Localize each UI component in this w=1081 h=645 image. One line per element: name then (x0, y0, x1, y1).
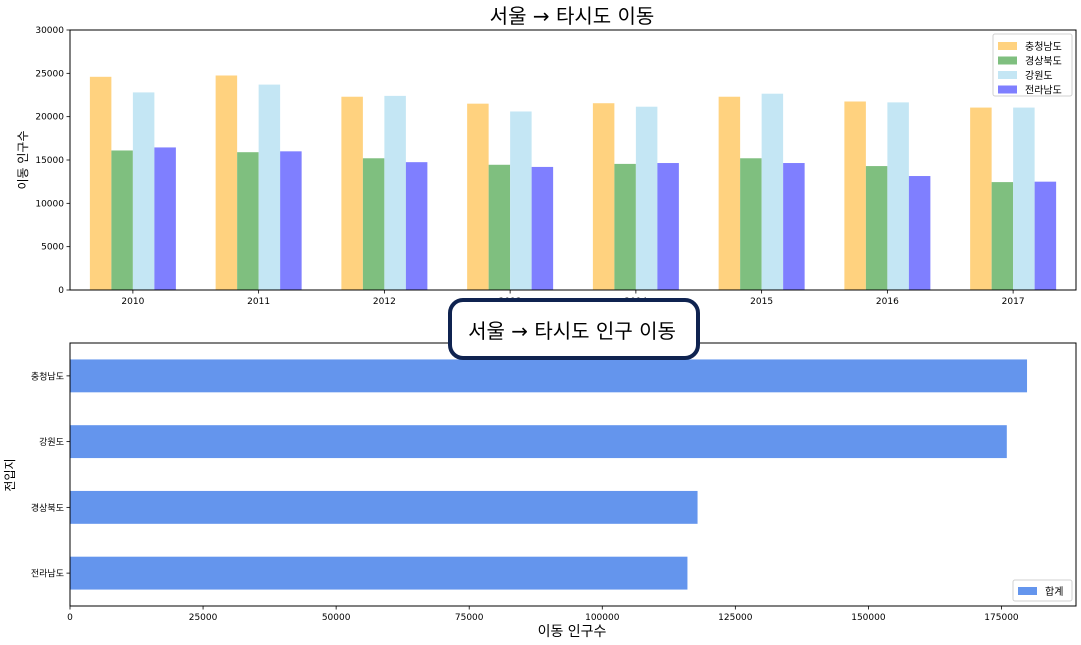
x-tick-label: 2016 (876, 297, 899, 307)
bar-2017-강원도 (1013, 107, 1035, 290)
bar-2013-전라남도 (531, 166, 554, 290)
x-tick-label: 125000 (718, 613, 753, 623)
bar-2010-강원도 (132, 92, 155, 291)
x-tick-label: 25000 (189, 613, 218, 623)
bar-2016-강원도 (887, 102, 909, 291)
bar-2012-전라남도 (405, 162, 428, 290)
bottom-chart-title: 서울 → 타시도 인구 이동 (468, 319, 676, 343)
bottom-legend: 합계 (1012, 579, 1073, 602)
x-tick-label: 2017 (1002, 297, 1025, 307)
barh-충청남도 (70, 359, 1028, 393)
legend-label: 경상북도 (1025, 55, 1062, 68)
bar-2017-충청남도 (970, 107, 992, 290)
bar-2014-충청남도 (592, 103, 615, 290)
bar-2012-경상북도 (362, 158, 385, 290)
bar-2010-전라남도 (154, 147, 176, 290)
x-tick-label: 175000 (984, 613, 1019, 623)
bar-2015-경상북도 (740, 158, 762, 290)
bar-2016-전라남도 (908, 176, 931, 290)
barh-전라남도 (70, 556, 688, 590)
bar-2013-강원도 (510, 111, 532, 290)
bar-2010-충청남도 (89, 76, 112, 290)
top-chart-title: 서울 → 타시도 이동 (490, 4, 655, 28)
bottom-title-box (448, 298, 700, 360)
bar-2011-경상북도 (237, 152, 259, 290)
x-tick-label: 0 (67, 613, 73, 623)
x-tick-label: 2015 (750, 297, 773, 307)
legend-swatch (998, 56, 1017, 65)
bar-2016-경상북도 (865, 166, 888, 290)
bottom-barh-chart: 0 25000 50000 75000 100000 125000 150000 175000… (3, 298, 1077, 640)
legend-swatch (998, 42, 1017, 50)
top-y-axis-label: 이동 인구수 (16, 130, 30, 189)
y-tick-label: 경상북도 (31, 502, 64, 514)
bottom-bars (70, 359, 1028, 590)
x-tick-label: 75000 (455, 613, 484, 623)
y-tick-label: 충청남도 (31, 371, 64, 382)
legend-label: 강원도 (1025, 70, 1053, 82)
bar-2012-강원도 (384, 95, 406, 291)
bar-2017-경상북도 (991, 182, 1014, 290)
bottom-x-axis-label: 이동 인구수 (538, 624, 607, 640)
bar-2015-충청남도 (718, 96, 741, 290)
y-tick-label: 강원도 (39, 437, 64, 448)
legend-swatch (998, 85, 1017, 94)
top-bars (89, 75, 1057, 291)
barh-강원도 (70, 425, 1007, 459)
legend-swatch (1018, 587, 1037, 595)
bar-2013-경상북도 (488, 164, 511, 290)
x-tick-label: 2011 (247, 297, 270, 307)
legend-label: 전라남도 (1025, 85, 1062, 97)
y-tick-label: 30000 (35, 26, 64, 36)
bar-2010-경상북도 (111, 150, 133, 290)
x-tick-label: 150000 (851, 613, 886, 623)
legend-label: 합계 (1045, 586, 1063, 598)
bar-2011-강원도 (258, 84, 281, 290)
y-tick-label: 25000 (35, 69, 64, 79)
bar-2011-충청남도 (215, 75, 238, 290)
bottom-y-axis-label: 전입지 (3, 458, 17, 491)
x-tick-label: 2012 (373, 297, 396, 307)
top-bar-chart: 서울 → 타시도 이동 0 5000 10000 15000 20000 25000 300… (16, 4, 1077, 321)
y-tick-label: 전라남도 (31, 569, 64, 580)
y-tick-label: 10000 (35, 199, 64, 209)
x-tick-label: 50000 (322, 613, 351, 623)
bar-2011-전라남도 (280, 151, 302, 290)
barh-경상북도 (70, 490, 698, 524)
bar-2013-충청남도 (467, 103, 489, 290)
legend-swatch (998, 71, 1017, 79)
y-tick-label: 0 (58, 286, 64, 296)
bar-2015-강원도 (761, 93, 784, 290)
bar-2014-경상북도 (614, 163, 636, 290)
y-tick-label: 15000 (35, 156, 64, 166)
bar-2015-전라남도 (783, 163, 805, 290)
y-tick-label: 20000 (35, 113, 64, 123)
bar-2014-전라남도 (657, 163, 679, 290)
bar-2014-강원도 (635, 106, 658, 290)
legend-label: 충청남도 (1025, 41, 1062, 53)
bar-2012-충청남도 (341, 96, 363, 290)
x-tick-label: 100000 (585, 613, 620, 623)
bar-2017-전라남도 (1034, 181, 1057, 290)
legend-box (1012, 579, 1073, 602)
x-tick-label: 2010 (121, 297, 144, 307)
bottom-x-ticks: 0 25000 50000 75000 100000 125000 150000 175000 (67, 606, 1019, 623)
bar-2016-충청남도 (844, 101, 866, 290)
top-y-ticks: 0 5000 10000 15000 20000 25000 30000 (35, 26, 70, 296)
y-tick-label: 5000 (41, 243, 64, 253)
